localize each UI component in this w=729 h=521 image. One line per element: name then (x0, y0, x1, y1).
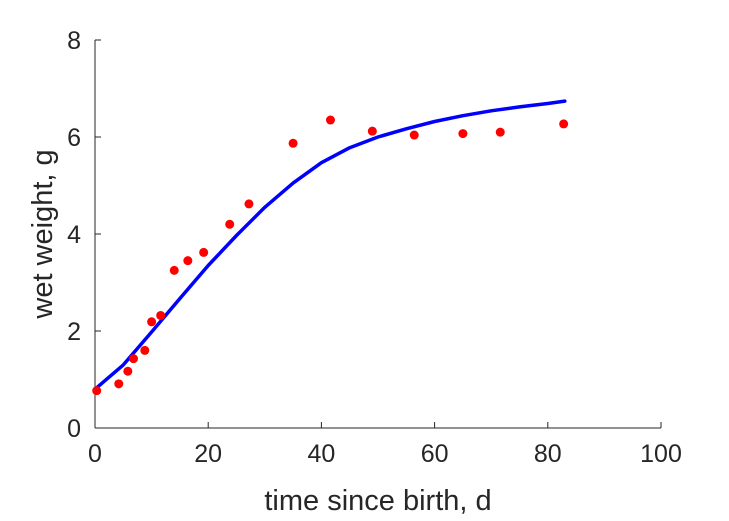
data-point (325, 115, 335, 125)
y-tick-label: 2 (67, 318, 81, 346)
x-axis-label: time since birth, d (264, 485, 491, 517)
data-point (559, 119, 569, 129)
data-point (199, 247, 209, 257)
model-fit-curve (93, 99, 567, 391)
data-point (409, 130, 419, 140)
data-point (123, 366, 133, 376)
x-tick-label: 0 (88, 440, 102, 468)
data-point (458, 129, 468, 139)
data-point (140, 345, 150, 355)
data-point (495, 127, 505, 137)
data-point (156, 310, 166, 320)
y-axis-label: wet weight, g (27, 149, 59, 319)
x-tick-label: 60 (421, 440, 449, 468)
data-point (367, 126, 377, 136)
data-point (225, 219, 235, 229)
x-tick-label: 80 (534, 440, 562, 468)
data-point (128, 354, 138, 364)
y-tick-label: 6 (67, 124, 81, 152)
data-point (288, 138, 298, 148)
y-ticks: 0 2 4 6 8 (67, 27, 101, 443)
data-point (169, 265, 179, 275)
series-layer (92, 99, 569, 396)
x-tick-label: 40 (307, 440, 335, 468)
y-tick-label: 8 (67, 27, 81, 55)
data-point (92, 386, 102, 396)
y-tick-label: 4 (67, 221, 81, 249)
data-point (244, 199, 254, 209)
data-point (147, 317, 157, 327)
y-tick-label: 0 (67, 415, 81, 443)
x-tick-label: 20 (194, 440, 222, 468)
data-point (114, 379, 124, 389)
plot-area: 0 20 40 60 80 100 0 2 4 6 8 (67, 27, 682, 468)
x-tick-label: 100 (640, 440, 682, 468)
data-point (183, 256, 193, 266)
x-ticks: 0 20 40 60 80 100 (88, 422, 682, 468)
